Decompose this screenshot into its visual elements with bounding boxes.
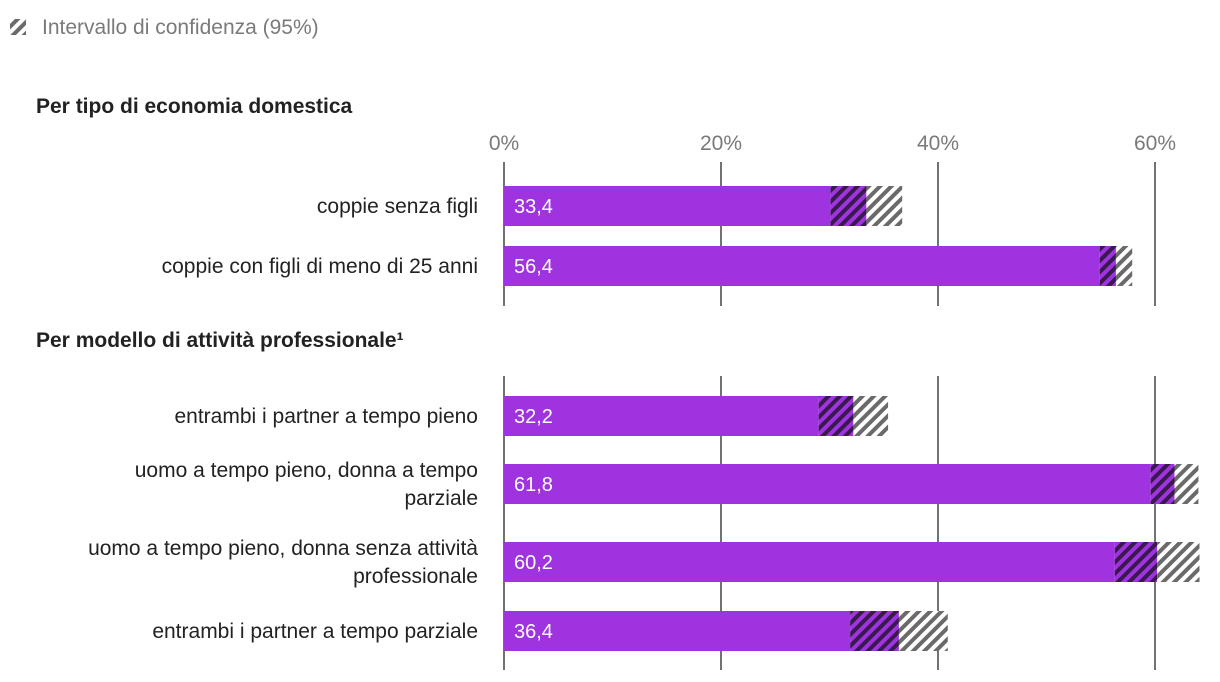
ci-lower-segment (830, 186, 867, 226)
bar (504, 611, 851, 651)
category-label: coppie con figli di meno di 25 anni (162, 255, 478, 278)
value-label: 36,4 (514, 621, 553, 643)
value-label: 32,2 (514, 406, 553, 428)
bar (504, 464, 1151, 504)
category-label: entrambi i partner a tempo parziale (152, 620, 478, 643)
group-title: Per tipo di economia domestica (36, 95, 353, 118)
ci-upper-segment (866, 186, 903, 226)
ci-upper-segment (1157, 542, 1200, 582)
group-title: Per modello di attività professionale¹ (36, 329, 404, 352)
ci-upper-segment (853, 396, 889, 436)
category-label: entrambi i partner a tempo pieno (174, 405, 478, 428)
value-label: 60,2 (514, 552, 553, 574)
ci-lower-segment (1099, 246, 1116, 286)
ci-lower-segment (1150, 464, 1175, 504)
x-tick-label: 0% (489, 132, 519, 155)
bars: 33,4 56,4 32,2 61,8 60,2 36,4 (504, 186, 1200, 651)
group-titles: Per tipo di economia domestica Per modell… (36, 95, 404, 352)
ci-lower-segment (818, 396, 854, 436)
category-label: coppie senza figli (317, 195, 478, 218)
x-tick-label: 20% (700, 132, 742, 155)
value-label: 61,8 (514, 474, 553, 496)
bar (504, 186, 831, 226)
x-axis-ticks: 0% 20% 40% 60% (489, 132, 1176, 155)
ci-lower-segment (1114, 542, 1158, 582)
ci-upper-segment (1115, 246, 1133, 286)
bar (504, 542, 1115, 582)
category-label: uomo a tempo pieno, donna a tempo parzial… (135, 459, 478, 510)
x-tick-label: 60% (1134, 132, 1176, 155)
ci-lower-segment (850, 611, 899, 651)
value-label: 56,4 (514, 256, 553, 278)
category-labels: coppie senza figli coppie con figli di me… (88, 195, 478, 643)
value-label: 33,4 (514, 196, 553, 218)
ci-upper-segment (898, 611, 948, 651)
bar (504, 246, 1100, 286)
ci-upper-segment (1174, 464, 1199, 504)
category-label: uomo a tempo pieno, donna senza attività… (88, 537, 478, 588)
x-tick-label: 40% (917, 132, 959, 155)
bar (504, 396, 819, 436)
legend: Intervallo di confidenza (95%) (10, 16, 319, 39)
ci-legend-swatch (10, 19, 26, 35)
legend-label: Intervallo di confidenza (95%) (42, 16, 319, 39)
